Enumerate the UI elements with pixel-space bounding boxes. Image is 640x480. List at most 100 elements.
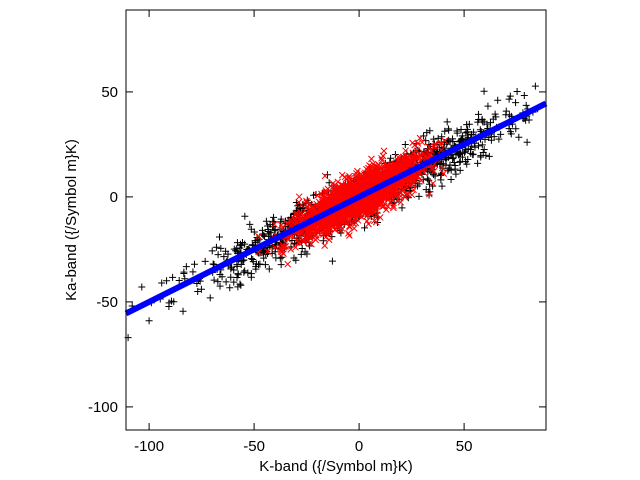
data-point-plus <box>264 222 272 230</box>
data-point-x <box>371 178 379 186</box>
data-point-x <box>390 204 397 212</box>
data-point-x <box>320 194 328 202</box>
data-point-x <box>308 223 316 231</box>
data-point-plus <box>261 261 269 269</box>
data-point-plus <box>246 220 254 228</box>
data-point-x <box>345 232 353 239</box>
data-point-x <box>358 185 365 193</box>
data-point-x <box>366 202 374 210</box>
data-point-x <box>335 222 343 229</box>
data-point-plus <box>464 145 472 153</box>
data-point-x <box>365 209 372 216</box>
data-point-plus <box>247 225 255 233</box>
data-point-plus <box>480 145 488 153</box>
blue-fit-line-group <box>124 100 548 317</box>
data-point-plus <box>214 251 222 259</box>
data-point-plus <box>158 279 166 287</box>
data-point-plus <box>480 118 488 126</box>
data-point-plus <box>443 118 451 126</box>
data-point-x <box>430 167 438 175</box>
data-point-plus <box>138 283 146 291</box>
data-point-x <box>334 196 341 203</box>
data-point-x <box>402 147 409 155</box>
data-point-plus <box>497 130 505 138</box>
data-point-x <box>318 190 325 198</box>
data-point-x <box>414 173 422 180</box>
data-point-plus <box>505 111 513 119</box>
data-point-x <box>368 172 376 180</box>
data-point-x <box>295 193 303 201</box>
data-point-plus <box>271 226 279 234</box>
data-point-plus <box>480 87 488 95</box>
data-point-x <box>367 165 375 173</box>
x-tick-label: 0 <box>355 438 363 455</box>
data-point-x <box>403 183 411 191</box>
data-point-x <box>410 176 417 183</box>
data-point-x <box>313 234 321 242</box>
data-point-x <box>279 241 287 249</box>
data-point-x <box>348 183 355 190</box>
data-point-plus <box>438 133 446 141</box>
data-point-plus <box>475 116 483 124</box>
data-point-x <box>321 172 329 180</box>
data-point-x <box>363 217 371 225</box>
y-tick-label: 0 <box>110 189 118 206</box>
data-point-plus <box>523 138 531 146</box>
data-point-plus <box>169 273 177 281</box>
data-point-plus <box>438 182 446 190</box>
data-point-x <box>322 233 330 241</box>
y-tick-label: -50 <box>96 294 118 311</box>
data-point-plus <box>324 171 332 179</box>
data-point-x <box>400 155 408 162</box>
data-point-x <box>295 239 302 246</box>
data-point-plus <box>415 180 423 188</box>
data-point-plus <box>456 166 464 174</box>
y-axis-label: Ka-band ({/Symbol m}K) <box>63 139 80 301</box>
data-point-plus <box>272 254 280 262</box>
data-point-x <box>292 243 299 251</box>
data-point-x <box>384 192 391 200</box>
data-point-plus <box>191 260 199 268</box>
data-point-x <box>334 178 342 186</box>
data-point-x <box>370 217 378 225</box>
data-point-x <box>353 170 360 177</box>
data-point-plus <box>220 253 228 261</box>
data-point-x <box>321 242 329 250</box>
data-point-x <box>379 203 386 211</box>
data-point-x <box>403 190 411 197</box>
data-point-plus <box>189 268 197 276</box>
data-point-plus <box>266 229 274 237</box>
data-point-x <box>359 181 367 189</box>
data-point-plus <box>471 143 479 151</box>
x-tick-label: -100 <box>134 438 164 455</box>
data-point-x <box>320 228 327 236</box>
data-point-plus <box>271 248 279 256</box>
data-point-x <box>425 190 433 198</box>
data-point-plus <box>506 92 514 100</box>
data-point-plus <box>230 266 238 274</box>
data-point-plus <box>425 176 433 184</box>
data-point-x <box>390 202 397 210</box>
data-point-plus <box>233 239 241 247</box>
data-point-x <box>271 220 278 228</box>
data-point-plus <box>247 273 255 281</box>
data-point-x <box>304 238 312 245</box>
data-point-x <box>346 172 353 180</box>
data-point-x <box>408 191 416 199</box>
data-point-plus <box>240 268 248 276</box>
data-point-plus <box>265 265 273 273</box>
x-tick-label: -50 <box>243 438 265 455</box>
data-point-x <box>339 210 347 218</box>
data-point-plus <box>297 250 305 258</box>
data-point-plus <box>218 273 226 281</box>
data-point-plus <box>513 88 521 96</box>
data-point-plus <box>290 254 298 262</box>
data-point-x <box>378 156 386 164</box>
data-point-plus <box>469 150 477 158</box>
data-point-x <box>344 230 352 237</box>
data-point-plus <box>431 172 439 180</box>
data-point-plus <box>465 120 473 128</box>
data-point-x <box>382 206 390 213</box>
data-point-plus <box>216 282 224 290</box>
data-point-plus <box>512 99 520 107</box>
